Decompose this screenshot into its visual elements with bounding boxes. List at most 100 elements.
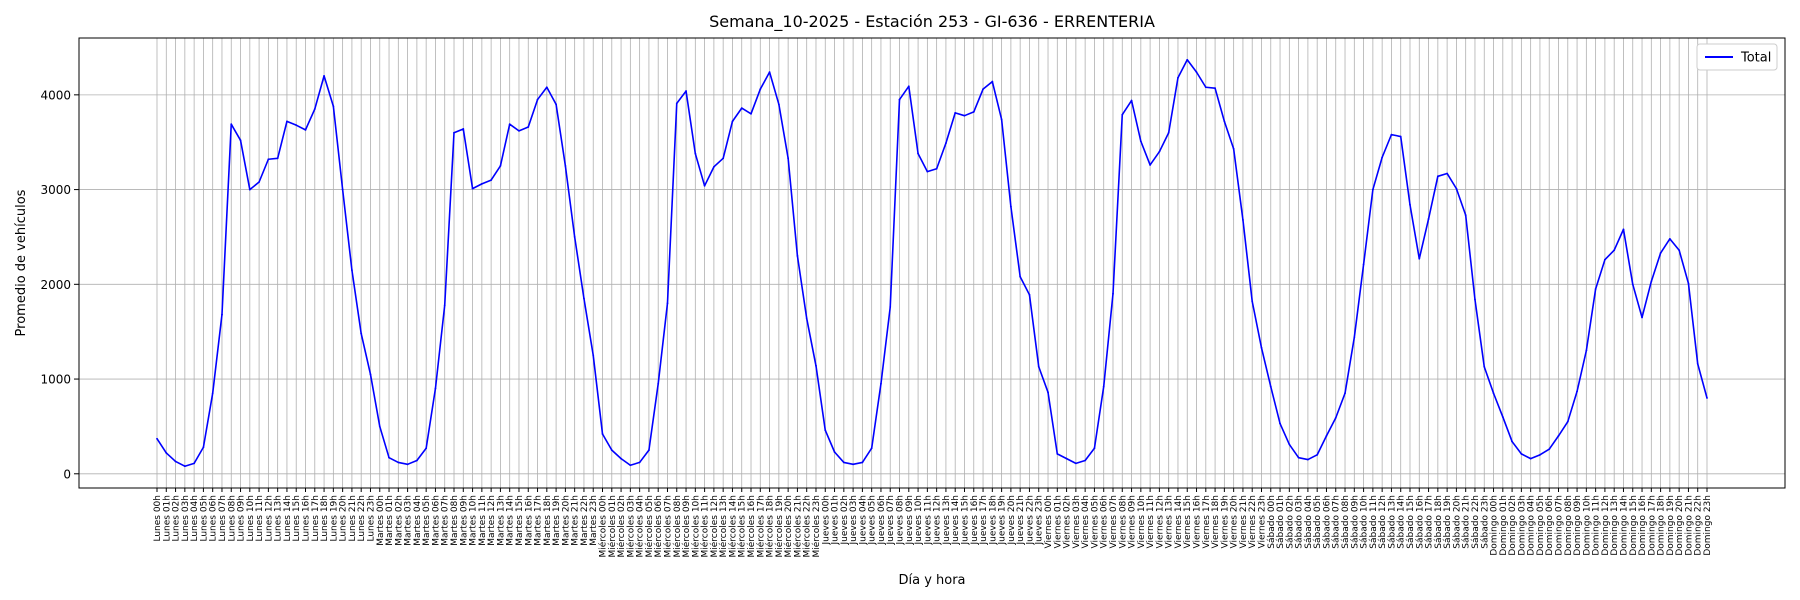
data-point [1316, 453, 1319, 456]
data-point [991, 80, 994, 83]
x-tick-label: Martes 15h [515, 495, 525, 546]
y-axis-label: Promedio de vehículos [14, 189, 29, 336]
data-point [1214, 87, 1216, 90]
x-tick-label: Lunes 07h [218, 495, 228, 542]
data-point [183, 465, 186, 468]
x-tick-label: Lunes 19h [329, 495, 339, 542]
data-point [1084, 459, 1087, 462]
data-point [1195, 71, 1198, 74]
y-tick-label: 1000 [40, 373, 71, 387]
data-point [1325, 434, 1328, 437]
data-point [1455, 187, 1458, 190]
data-point [313, 108, 316, 110]
data-point [193, 462, 196, 465]
data-point [555, 103, 557, 106]
data-point [1399, 135, 1402, 138]
x-tick-label: Jueves 08h [896, 495, 906, 545]
x-tick-label: Sábado 19h [1443, 495, 1453, 549]
data-point [1576, 390, 1578, 393]
data-point [341, 188, 344, 191]
x-tick-label: Viernes 00h [1044, 495, 1054, 549]
data-point [276, 157, 279, 160]
x-tick-label: Viernes 01h [1053, 495, 1063, 549]
y-tick-label: 4000 [40, 88, 71, 102]
x-tick-label: Domingo 04h [1527, 495, 1537, 556]
x-tick-label: Miércoles 20h [783, 495, 794, 558]
data-point [1223, 120, 1226, 123]
x-tick-label: Viernes 18h [1211, 495, 1221, 549]
data-point [833, 451, 836, 453]
x-tick-label: Lunes 18h [320, 495, 330, 542]
data-point [304, 128, 307, 131]
legend: Total [1696, 43, 1778, 71]
data-point [740, 107, 743, 110]
data-point [453, 131, 455, 134]
x-tick-label: Sábado 08h [1341, 495, 1351, 549]
x-tick-label: Sábado 03h [1295, 495, 1305, 549]
x-tick-label: Viernes 05h [1090, 495, 1100, 549]
data-point [1696, 362, 1699, 365]
x-tick-label: Miércoles 01h [607, 495, 618, 558]
x-tick-label: Domingo 02h [1508, 495, 1518, 556]
data-point [230, 123, 233, 126]
data-point [1501, 416, 1504, 418]
data-point [1056, 452, 1059, 455]
x-tick-label: Sábado 06h [1322, 495, 1332, 549]
x-tick-label: Viernes 11h [1146, 495, 1156, 549]
data-point [815, 364, 817, 367]
data-point [1687, 282, 1690, 285]
data-point [480, 182, 483, 185]
data-point [982, 88, 984, 91]
x-tick-label: Domingo 20h [1675, 495, 1685, 556]
data-point [1511, 440, 1513, 443]
x-tick-label: Martes 08h [450, 495, 460, 546]
data-point [295, 124, 298, 127]
x-tick-label: Jueves 09h [905, 495, 915, 545]
x-tick-label: Lunes 06h [209, 495, 219, 542]
x-tick-label: Jueves 16h [970, 495, 980, 545]
data-point [648, 449, 650, 452]
x-tick-label: Sábado 11h [1369, 495, 1379, 549]
data-point [1019, 275, 1022, 278]
x-tick-label: Martes 04h [413, 495, 423, 546]
x-tick-label: Sábado 22h [1471, 495, 1481, 549]
x-tick-label: Jueves 03h [849, 495, 859, 545]
data-point [1130, 99, 1133, 102]
x-axis: Lunes 00h Lunes 01h Lunes 02h Lunes 03h Lune… [153, 488, 1713, 558]
data-point [768, 71, 771, 74]
data-point [490, 179, 493, 182]
x-tick-label: Jueves 04h [858, 495, 868, 545]
x-tick-label: Viernes 22h [1248, 495, 1258, 549]
x-tick-label: Domingo 18h [1657, 495, 1667, 556]
chart-title: Semana_10-2025 - Estación 253 - GI-636 -… [709, 12, 1155, 32]
data-point [852, 463, 855, 466]
data-point [1474, 298, 1476, 301]
x-tick-label: Martes 09h [459, 495, 469, 546]
x-tick-label: Domingo 06h [1545, 495, 1555, 556]
data-point [1334, 416, 1337, 419]
x-tick-label: Martes 01h [385, 495, 395, 546]
x-tick-label: Domingo 12h [1601, 495, 1611, 556]
x-tick-label: Sábado 18h [1434, 495, 1444, 549]
data-point [378, 425, 381, 428]
x-tick-label: Martes 00h [376, 495, 386, 546]
y-tick-label: 3000 [40, 183, 71, 197]
x-tick-label: Jueves 15h [960, 495, 970, 545]
data-point [332, 105, 335, 108]
data-point [935, 167, 938, 170]
data-point [620, 457, 622, 460]
x-tick-label: Viernes 06h [1100, 495, 1110, 549]
data-point [1158, 150, 1161, 153]
data-point [638, 461, 641, 464]
data-point [258, 181, 260, 183]
x-tick-label: Jueves 13h [942, 495, 952, 545]
x-tick-label: Viernes 15h [1183, 495, 1193, 549]
data-point [926, 170, 929, 173]
data-point [1446, 172, 1449, 175]
x-tick-label: Miércoles 12h [709, 495, 720, 558]
x-tick-label: Jueves 12h [933, 495, 943, 545]
x-tick-label: Sábado 15h [1406, 495, 1416, 549]
x-tick-label: Miércoles 19h [774, 495, 785, 558]
x-tick-label: Domingo 08h [1564, 495, 1574, 556]
data-point [1344, 392, 1346, 395]
